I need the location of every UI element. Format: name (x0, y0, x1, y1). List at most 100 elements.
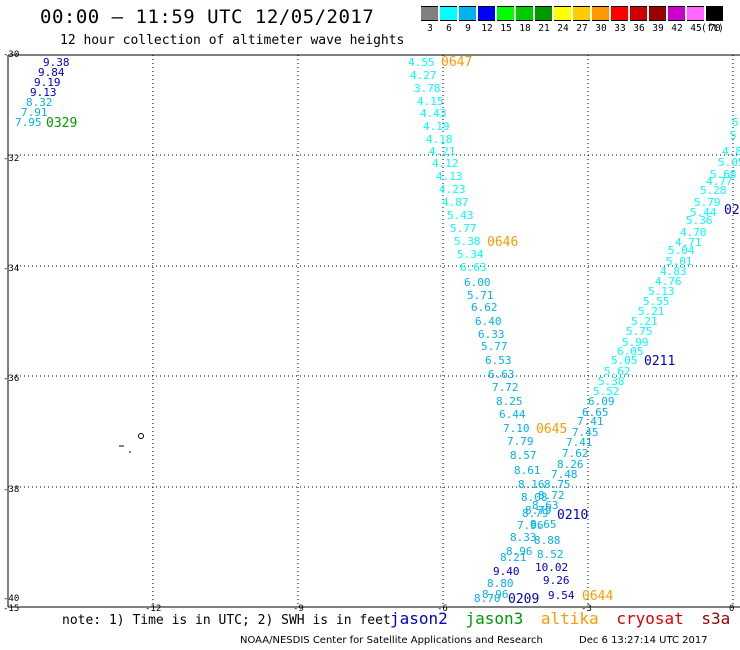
legend-label: 27 (576, 23, 588, 34)
satellite-altika: altika (540, 609, 599, 628)
swh-value: 5.04 (668, 244, 695, 257)
swh-value: 4.15 (417, 95, 444, 108)
satellite-s3a: s3a (701, 609, 731, 628)
page-subtitle: 12 hour collection of altimeter wave hei… (60, 33, 405, 48)
swh-value: 5.05 (718, 156, 740, 169)
swh-value: 5.55 (643, 295, 670, 308)
legend-label: 24 (557, 23, 569, 34)
swh-value: 5.71 (467, 289, 494, 302)
swh-value: 6.63 (488, 368, 515, 381)
swh-value: 4.55 (408, 56, 435, 69)
legend-label: 6 (446, 23, 452, 34)
legend-label: 42 (671, 23, 683, 34)
swh-value: 7.79 (507, 435, 534, 448)
legend-swatch (421, 6, 438, 21)
y-tick-label: -30 (3, 50, 20, 60)
legend-swatch (649, 6, 666, 21)
swh-value: 5.13 (648, 285, 675, 298)
swh-value: 8.16 (518, 478, 545, 491)
legend-swatch (592, 6, 609, 21)
y-tick-label: -34 (3, 264, 20, 274)
track-time-label: 0645 (536, 422, 568, 437)
swh-value: 9.13 (30, 86, 57, 99)
swh-value: 5.21 (638, 305, 665, 318)
satellite-key: jason2 jason3 altika cryosat s3a (390, 609, 738, 628)
swh-value: 6.00 (464, 276, 491, 289)
swh-value: 8.63 (532, 499, 559, 512)
swh-value: 6.62 (471, 301, 498, 314)
legend-swatch (630, 6, 647, 21)
swh-value: 5.38 (454, 235, 481, 248)
legend-swatch (459, 6, 476, 21)
legend-swatch (535, 6, 552, 21)
swh-value: 5.75 (626, 325, 653, 338)
swh-value: 5.99 (622, 336, 649, 349)
swh-value: 7.48 (551, 468, 578, 481)
swh-value: 7.41 (566, 436, 593, 449)
legend-swatch (611, 6, 628, 21)
swh-value: 9.38 (43, 56, 70, 69)
swh-value: 8.79 (522, 507, 549, 520)
swh-value: 5.62 (604, 365, 631, 378)
swh-value: 6.33 (478, 328, 505, 341)
swh-value: 7.72 (492, 381, 519, 394)
legend-swatch (478, 6, 495, 21)
swh-value: 9.40 (493, 565, 520, 578)
swh-value: 4.71 (675, 236, 702, 249)
swh-value: 4.18 (426, 133, 453, 146)
swh-value: 6.44 (499, 408, 526, 421)
track-time-label: 0210 (557, 508, 589, 523)
swh-value: 7.96 (517, 519, 544, 532)
swh-value: 7.62 (562, 447, 589, 460)
swh-value: 8.70 (474, 592, 501, 605)
units-note: note: 1) Time is in UTC; 2) SWH is in fe… (62, 613, 391, 628)
swh-value: 5.01 (666, 255, 693, 268)
track-time-label: 02 (724, 203, 740, 218)
satellite-cryosat: cryosat (616, 609, 684, 628)
swh-value: 5.77 (450, 222, 477, 235)
track-time-label: 0329 (46, 116, 78, 131)
swh-value: 7.91 (21, 106, 48, 119)
swh-value: 8.57 (510, 449, 537, 462)
swh-value: 6.05 (617, 345, 644, 358)
swh-value: 5.68 (710, 168, 737, 181)
swh-value: 4.43 (420, 107, 447, 120)
swh-value: 7.10 (503, 422, 530, 435)
swh-value: 7.45 (572, 426, 599, 439)
track-time-label: 0647 (441, 55, 473, 70)
satellite-jason3: jason3 (465, 609, 524, 628)
map-frame (7, 54, 740, 608)
swh-value: 8.79 (525, 504, 552, 517)
swh-value: 8.25 (496, 395, 523, 408)
legend-swatch (706, 6, 723, 21)
swh-value: 6.65 (582, 406, 609, 419)
track-time-label: 0209 (508, 592, 540, 607)
legend-label: 39 (652, 23, 664, 34)
swh-value: 5 (730, 129, 737, 142)
x-tick-label: -6 (437, 604, 448, 614)
swh-value: 6.40 (475, 315, 502, 328)
swh-value: 5.44 (690, 206, 717, 219)
swh-value: 8.96 (506, 545, 533, 558)
swh-value: 6.63 (460, 261, 487, 274)
swh-value: 6.09 (588, 395, 615, 408)
y-tick-label: -32 (3, 154, 20, 164)
swh-value: 4.21 (429, 145, 456, 158)
legend-swatch (554, 6, 571, 21)
legend-swatch (440, 6, 457, 21)
page-title: 00:00 — 11:59 UTC 12/05/2017 (40, 6, 375, 28)
track-time-label: 0644 (582, 589, 614, 604)
swh-value: 4.23 (439, 183, 466, 196)
swh-value: 8.75 (544, 478, 571, 491)
swh-value: 7.41 (577, 415, 604, 428)
swh-value: 5 (732, 116, 739, 129)
x-tick-label: -12 (145, 604, 162, 614)
swh-value: 7.95 (15, 116, 42, 129)
legend-label: 45 (690, 23, 702, 34)
legend-swatch (516, 6, 533, 21)
swh-value: 8.08 (521, 491, 548, 504)
legend-label: 30 (595, 23, 607, 34)
legend-swatch (687, 6, 704, 21)
swh-value: 5.38 (598, 375, 625, 388)
